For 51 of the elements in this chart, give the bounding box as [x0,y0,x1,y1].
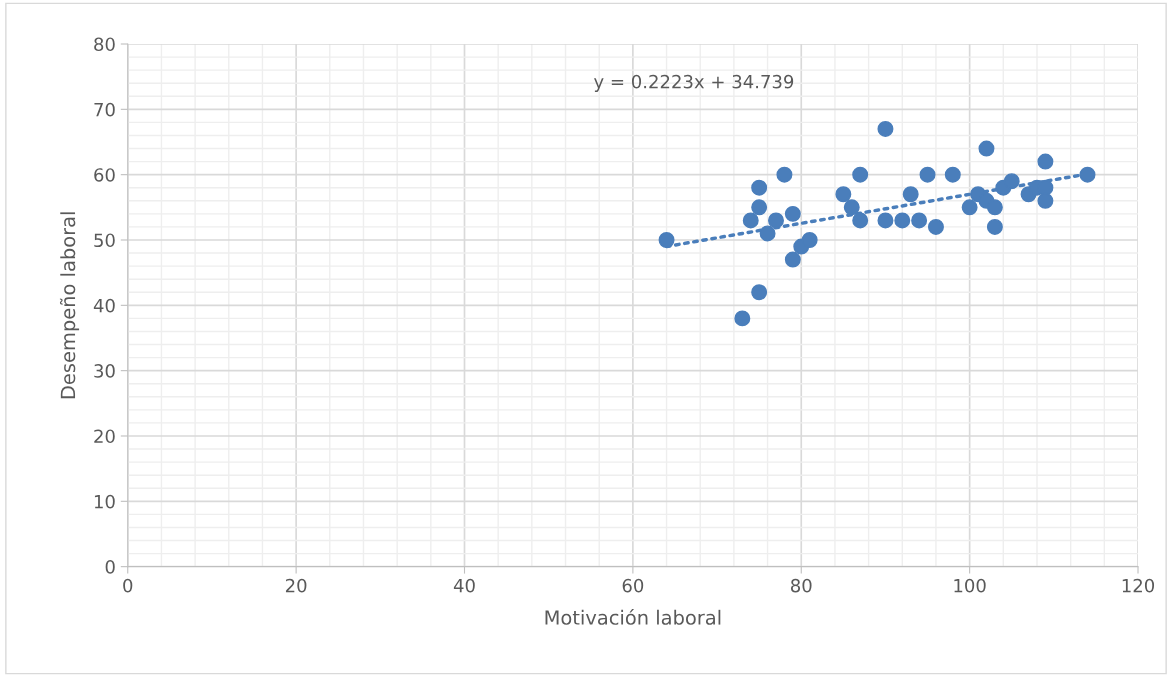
y-tick-label: 10 [94,494,115,509]
point [843,199,860,216]
point [742,212,759,229]
point [759,225,776,242]
point [986,218,1003,235]
point [877,120,894,137]
point [776,166,793,183]
point [835,186,852,203]
y-tick-label: 70 [94,102,115,117]
x-tick-label: 120 [1122,578,1155,593]
x-tick-label: 40 [453,578,475,593]
point [852,212,869,229]
point [911,212,928,229]
x-tick-label: 80 [790,578,812,593]
y-tick-label: 40 [93,298,115,313]
point [902,186,919,203]
point [801,232,818,248]
point [784,205,801,222]
y-tick-label: 60 [94,168,115,182]
point [944,166,961,183]
point [768,212,784,229]
y-tick-label: 20 [94,429,115,444]
point [751,199,768,216]
y-tick-label: 30 [94,364,115,378]
point [784,251,801,268]
y-tick-label: 50 [94,233,115,248]
point [751,179,768,196]
x-tick-label: 100 [954,578,986,593]
y-axis-title: Desempeño laboral [59,212,80,399]
point [1037,192,1054,209]
point [919,166,936,183]
point [961,199,978,216]
point [927,218,944,235]
point [894,212,911,229]
point [986,199,1003,216]
point [978,140,995,157]
y-tick-label: 0 [105,560,115,574]
point [751,284,768,301]
point [1037,153,1054,170]
x-axis-title: Motivación laboral [545,609,721,625]
annotation: y = 0.2223x + 34.739 [594,74,794,92]
x-tick-label: 60 [622,578,644,593]
point [1003,173,1020,190]
point [877,212,894,229]
y-tick-label: 80 [94,37,115,52]
point [734,310,751,327]
point [658,232,675,248]
x-tick-label: 0 [123,578,133,593]
x-tick-label: 20 [285,578,307,593]
point [1079,166,1096,183]
point [852,166,869,183]
